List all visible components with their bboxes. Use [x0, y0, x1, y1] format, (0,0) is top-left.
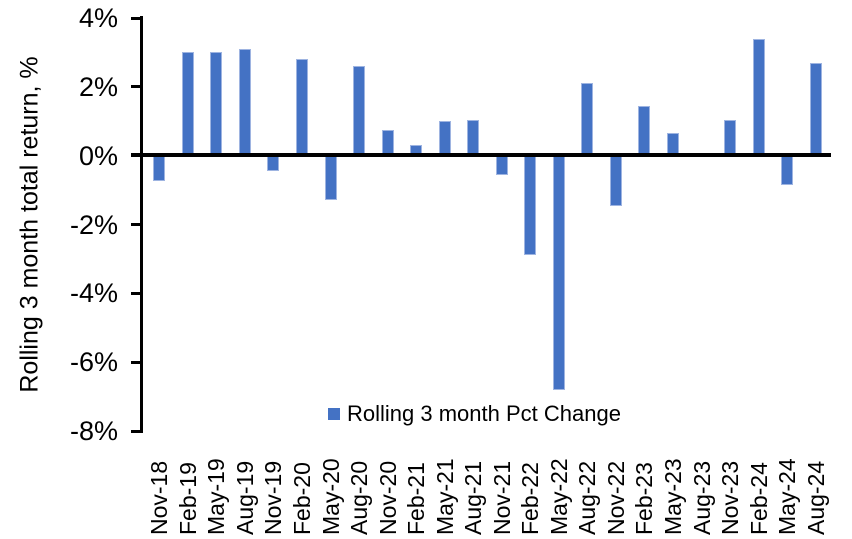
y-tick-label: 2% — [78, 71, 118, 102]
x-axis-baseline — [131, 153, 831, 157]
bar-Nov-18 — [153, 155, 166, 182]
x-tick-label: Aug-21 — [460, 460, 487, 535]
y-tick-label: 0% — [78, 140, 118, 171]
bar-Aug-19 — [238, 48, 251, 156]
bar-May-19 — [210, 52, 223, 156]
x-tick-label: May-22 — [545, 458, 572, 535]
bar-May-22 — [552, 155, 565, 390]
bar-Aug-22 — [581, 83, 594, 156]
bar-Aug-24 — [809, 62, 822, 156]
bar-Nov-21 — [495, 155, 508, 175]
bar-Nov-19 — [267, 155, 280, 172]
x-tick-label: Nov-20 — [374, 460, 401, 535]
bar-May-21 — [438, 121, 451, 156]
bar-Aug-21 — [467, 119, 480, 156]
y-tick-label: -2% — [69, 209, 118, 240]
bar-Feb-19 — [181, 52, 194, 156]
y-axis-tick — [131, 429, 143, 433]
x-tick-label: May-19 — [203, 458, 230, 535]
legend-swatch — [328, 408, 340, 420]
y-tick-label: 4% — [78, 3, 118, 33]
x-tick-label: Nov-22 — [602, 460, 629, 535]
x-tick-label: Nov-23 — [717, 460, 744, 535]
x-tick-label: May-24 — [774, 458, 801, 535]
legend: Rolling 3 month Pct Change — [328, 401, 621, 426]
bar-Nov-22 — [609, 155, 622, 206]
x-tick-label: Aug-23 — [688, 460, 715, 535]
x-tick-label: Feb-21 — [403, 462, 430, 535]
x-tick-label: Feb-23 — [631, 462, 658, 535]
bar-May-24 — [781, 155, 794, 185]
bar-Feb-22 — [524, 155, 537, 256]
bar-Nov-23 — [724, 119, 737, 156]
x-tick-label: Aug-20 — [346, 460, 373, 535]
x-tick-label: Aug-22 — [574, 460, 601, 535]
y-tick-label: -8% — [69, 416, 118, 446]
x-tick-label: Nov-21 — [488, 460, 515, 535]
bar-Feb-24 — [752, 38, 765, 156]
y-axis-tick — [131, 360, 143, 364]
y-axis-tick — [131, 291, 143, 295]
y-axis-tick — [131, 16, 143, 20]
x-tick-label: May-21 — [431, 458, 458, 535]
bar-May-20 — [324, 155, 337, 201]
bar-Feb-23 — [638, 105, 651, 156]
x-tick-label: Feb-22 — [517, 462, 544, 535]
legend-label: Rolling 3 month Pct Change — [347, 401, 621, 426]
x-tick-label: Feb-20 — [288, 462, 315, 535]
x-tick-label: May-23 — [660, 458, 687, 535]
x-tick-label: Nov-18 — [146, 460, 173, 535]
x-tick-label: Feb-19 — [174, 462, 201, 535]
bar-Aug-20 — [353, 66, 366, 156]
y-axis-tick — [131, 85, 143, 89]
x-tick-label: Aug-19 — [231, 460, 258, 535]
x-tick-label: May-20 — [317, 458, 344, 535]
x-tick-label: Aug-24 — [802, 460, 829, 535]
x-tick-label: Nov-19 — [260, 460, 287, 535]
y-axis-tick — [131, 223, 143, 226]
bar-Feb-20 — [295, 59, 308, 156]
x-tick-label: Feb-24 — [745, 462, 772, 535]
y-tick-label: -6% — [69, 347, 118, 378]
bar-Nov-20 — [381, 129, 394, 156]
y-tick-label: -4% — [69, 278, 118, 309]
